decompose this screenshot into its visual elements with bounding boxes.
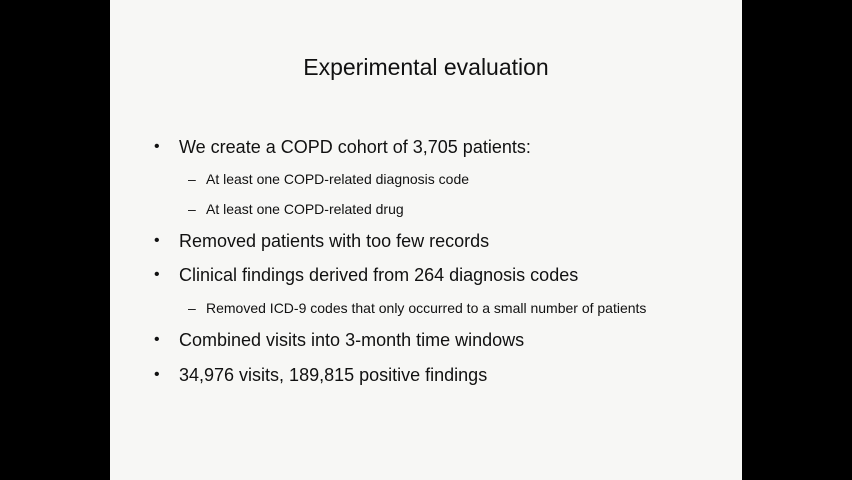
bullet-text: 34,976 visits, 189,815 positive findings	[179, 365, 488, 385]
sub-bullet-text: At least one COPD-related drug	[206, 201, 404, 217]
sub-bullet-text: Removed ICD-9 codes that only occurred t…	[206, 300, 647, 316]
sub-bullet-marker: –	[188, 300, 196, 316]
sub-bullet-text: At least one COPD-related diagnosis code	[206, 171, 470, 187]
slide: Experimental evaluation • We create a CO…	[110, 0, 742, 480]
bullet-text: We create a COPD cohort of 3,705 patient…	[179, 137, 531, 157]
slide-title: Experimental evaluation	[303, 54, 549, 80]
sub-bullet-marker: –	[188, 171, 196, 187]
bullet-text: Clinical findings derived from 264 diagn…	[179, 265, 579, 285]
bullet-marker: •	[154, 331, 160, 348]
sub-bullet-marker: –	[188, 201, 196, 217]
bullet-marker: •	[154, 366, 160, 383]
bullet-marker: •	[154, 138, 160, 155]
bullet-list: • We create a COPD cohort of 3,705 patie…	[110, 0, 742, 480]
bullet-marker: •	[154, 266, 160, 283]
bullet-text: Removed patients with too few records	[179, 231, 490, 251]
bullet-marker: •	[154, 232, 160, 249]
bullet-text: Combined visits into 3-month time window…	[179, 330, 525, 350]
